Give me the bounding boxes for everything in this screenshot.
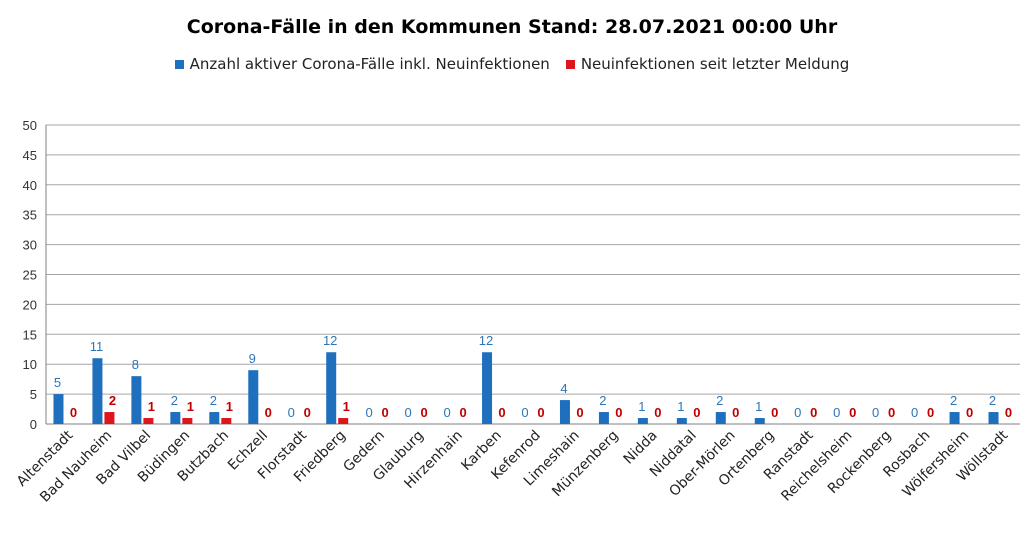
legend-label-new: Neuinfektionen seit letzter Meldung: [580, 55, 850, 73]
legend-swatch-new: [565, 59, 575, 69]
y-tick-label: 45: [23, 148, 37, 163]
legend-swatch-active: [174, 59, 184, 69]
data-label-new: 0: [537, 405, 544, 420]
data-label-active: 0: [833, 405, 840, 420]
data-label-active: 8: [132, 357, 139, 372]
bar-new: [221, 418, 232, 424]
data-label-new: 0: [810, 405, 817, 420]
data-label-active: 4: [560, 381, 567, 396]
data-label-active: 0: [288, 405, 295, 420]
data-label-active: 0: [366, 405, 373, 420]
bar-active: [170, 412, 181, 424]
data-label-new: 0: [888, 405, 895, 420]
data-label-new: 0: [654, 405, 661, 420]
bar-active: [131, 376, 142, 424]
bar-active: [637, 418, 648, 424]
bar-active: [248, 370, 259, 424]
data-label-new: 0: [459, 405, 466, 420]
data-label-new: 0: [693, 405, 700, 420]
data-label-active: 12: [323, 333, 337, 348]
bar-active: [754, 418, 765, 424]
data-label-new: 0: [265, 405, 272, 420]
bar-active: [559, 400, 570, 424]
bar-active: [326, 352, 337, 424]
data-label-active: 2: [599, 393, 606, 408]
data-label-active: 0: [794, 405, 801, 420]
bar-active: [92, 358, 103, 424]
data-label-new: 1: [148, 399, 155, 414]
data-label-new: 0: [382, 405, 389, 420]
bar-active: [482, 352, 493, 424]
y-tick-label: 15: [23, 327, 37, 342]
bar-active: [715, 412, 726, 424]
y-tick-label: 50: [23, 118, 37, 133]
data-label-new: 1: [226, 399, 233, 414]
legend-item-active: Anzahl aktiver Corona-Fälle inkl. Neuinf…: [174, 55, 550, 73]
y-tick-label: 25: [23, 268, 37, 283]
y-tick-label: 10: [23, 357, 37, 372]
data-label-active: 0: [872, 405, 879, 420]
data-label-new: 0: [498, 405, 505, 420]
data-label-new: 0: [732, 405, 739, 420]
bar-active: [988, 412, 999, 424]
data-label-new: 0: [771, 405, 778, 420]
y-tick-label: 30: [23, 238, 37, 253]
chart-title: Corona-Fälle in den Kommunen Stand: 28.0…: [186, 16, 838, 38]
data-label-new: 0: [927, 405, 934, 420]
legend: Anzahl aktiver Corona-Fälle inkl. Neuinf…: [0, 55, 1024, 73]
data-label-active: 1: [638, 399, 645, 414]
data-label-new: 0: [421, 405, 428, 420]
data-label-active: 2: [716, 393, 723, 408]
bar-active: [53, 394, 64, 424]
data-label-active: 2: [989, 393, 996, 408]
data-label-new: 0: [304, 405, 311, 420]
bar-active: [949, 412, 960, 424]
data-label-active: 1: [677, 399, 684, 414]
data-label-active: 12: [479, 333, 493, 348]
data-label-active: 2: [171, 393, 178, 408]
y-tick-label: 35: [23, 208, 37, 223]
y-tick-label: 0: [30, 417, 37, 432]
legend-item-new: Neuinfektionen seit letzter Meldung: [565, 55, 850, 73]
data-label-active: 0: [405, 405, 412, 420]
data-label-new: 0: [70, 405, 77, 420]
data-label-active: 9: [249, 351, 256, 366]
data-label-active: 2: [210, 393, 217, 408]
y-tick-label: 20: [23, 297, 37, 312]
data-label-active: 0: [443, 405, 450, 420]
bar-active: [209, 412, 220, 424]
data-label-new: 2: [109, 393, 116, 408]
bar-new: [338, 418, 349, 424]
data-label-active: 5: [54, 375, 61, 390]
data-label-new: 0: [576, 405, 583, 420]
data-label-new: 0: [849, 405, 856, 420]
data-label-new: 0: [615, 405, 622, 420]
bar-new: [182, 418, 193, 424]
data-label-active: 2: [950, 393, 957, 408]
bar-new: [143, 418, 154, 424]
data-label-active: 0: [521, 405, 528, 420]
y-tick-label: 40: [23, 178, 37, 193]
legend-label-active: Anzahl aktiver Corona-Fälle inkl. Neuinf…: [189, 55, 550, 73]
bar-new: [104, 412, 115, 424]
data-label-new: 1: [187, 399, 194, 414]
data-label-active: 11: [90, 339, 104, 354]
data-label-new: 0: [1005, 405, 1012, 420]
data-label-new: 1: [343, 399, 350, 414]
bar-active: [598, 412, 609, 424]
data-label-active: 0: [911, 405, 918, 420]
bar-active: [676, 418, 687, 424]
y-tick-label: 5: [30, 387, 37, 402]
data-label-new: 0: [966, 405, 973, 420]
data-label-active: 1: [755, 399, 762, 414]
